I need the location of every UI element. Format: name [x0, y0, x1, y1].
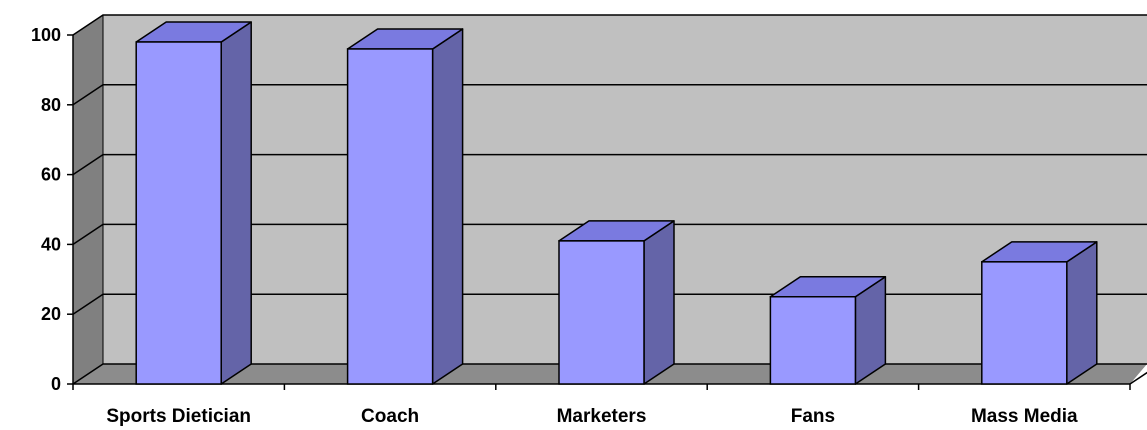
y-tick-label: 100 [31, 25, 61, 45]
x-category-label: Sports Dietician [106, 406, 251, 427]
x-category-label: Marketers [557, 406, 647, 427]
bar-front [981, 261, 1068, 385]
floor-right-edge [1129, 371, 1147, 385]
x-category-label: Fans [791, 406, 835, 427]
bar [346, 28, 464, 385]
x-axis-category-labels: Sports Dietician Coach Marketers Fans Mass M… [106, 406, 1078, 427]
bars [135, 21, 1098, 385]
bar-front [558, 240, 645, 385]
bar-front [769, 296, 857, 385]
y-tick-label: 0 [51, 374, 61, 394]
bar [981, 241, 1098, 385]
y-axis-tick-labels: 0 20 40 60 80 100 [31, 25, 61, 394]
gridlines [72, 14, 1147, 385]
bar-front [346, 48, 434, 385]
bar-side [643, 220, 675, 385]
y-tick-label: 20 [41, 304, 61, 324]
y-tick-label: 80 [41, 95, 61, 115]
bar-side [431, 28, 464, 385]
y-tick-label: 40 [41, 234, 61, 254]
bar-side [1066, 241, 1098, 385]
y-tick-label: 60 [41, 165, 61, 185]
bar [769, 276, 887, 385]
x-category-label: Mass Media [971, 406, 1078, 427]
bar-front [135, 41, 222, 385]
bar-side [220, 21, 252, 385]
side-wall [73, 15, 103, 384]
x-category-label: Coach [361, 406, 419, 427]
bar [558, 220, 675, 385]
bar [135, 21, 252, 385]
